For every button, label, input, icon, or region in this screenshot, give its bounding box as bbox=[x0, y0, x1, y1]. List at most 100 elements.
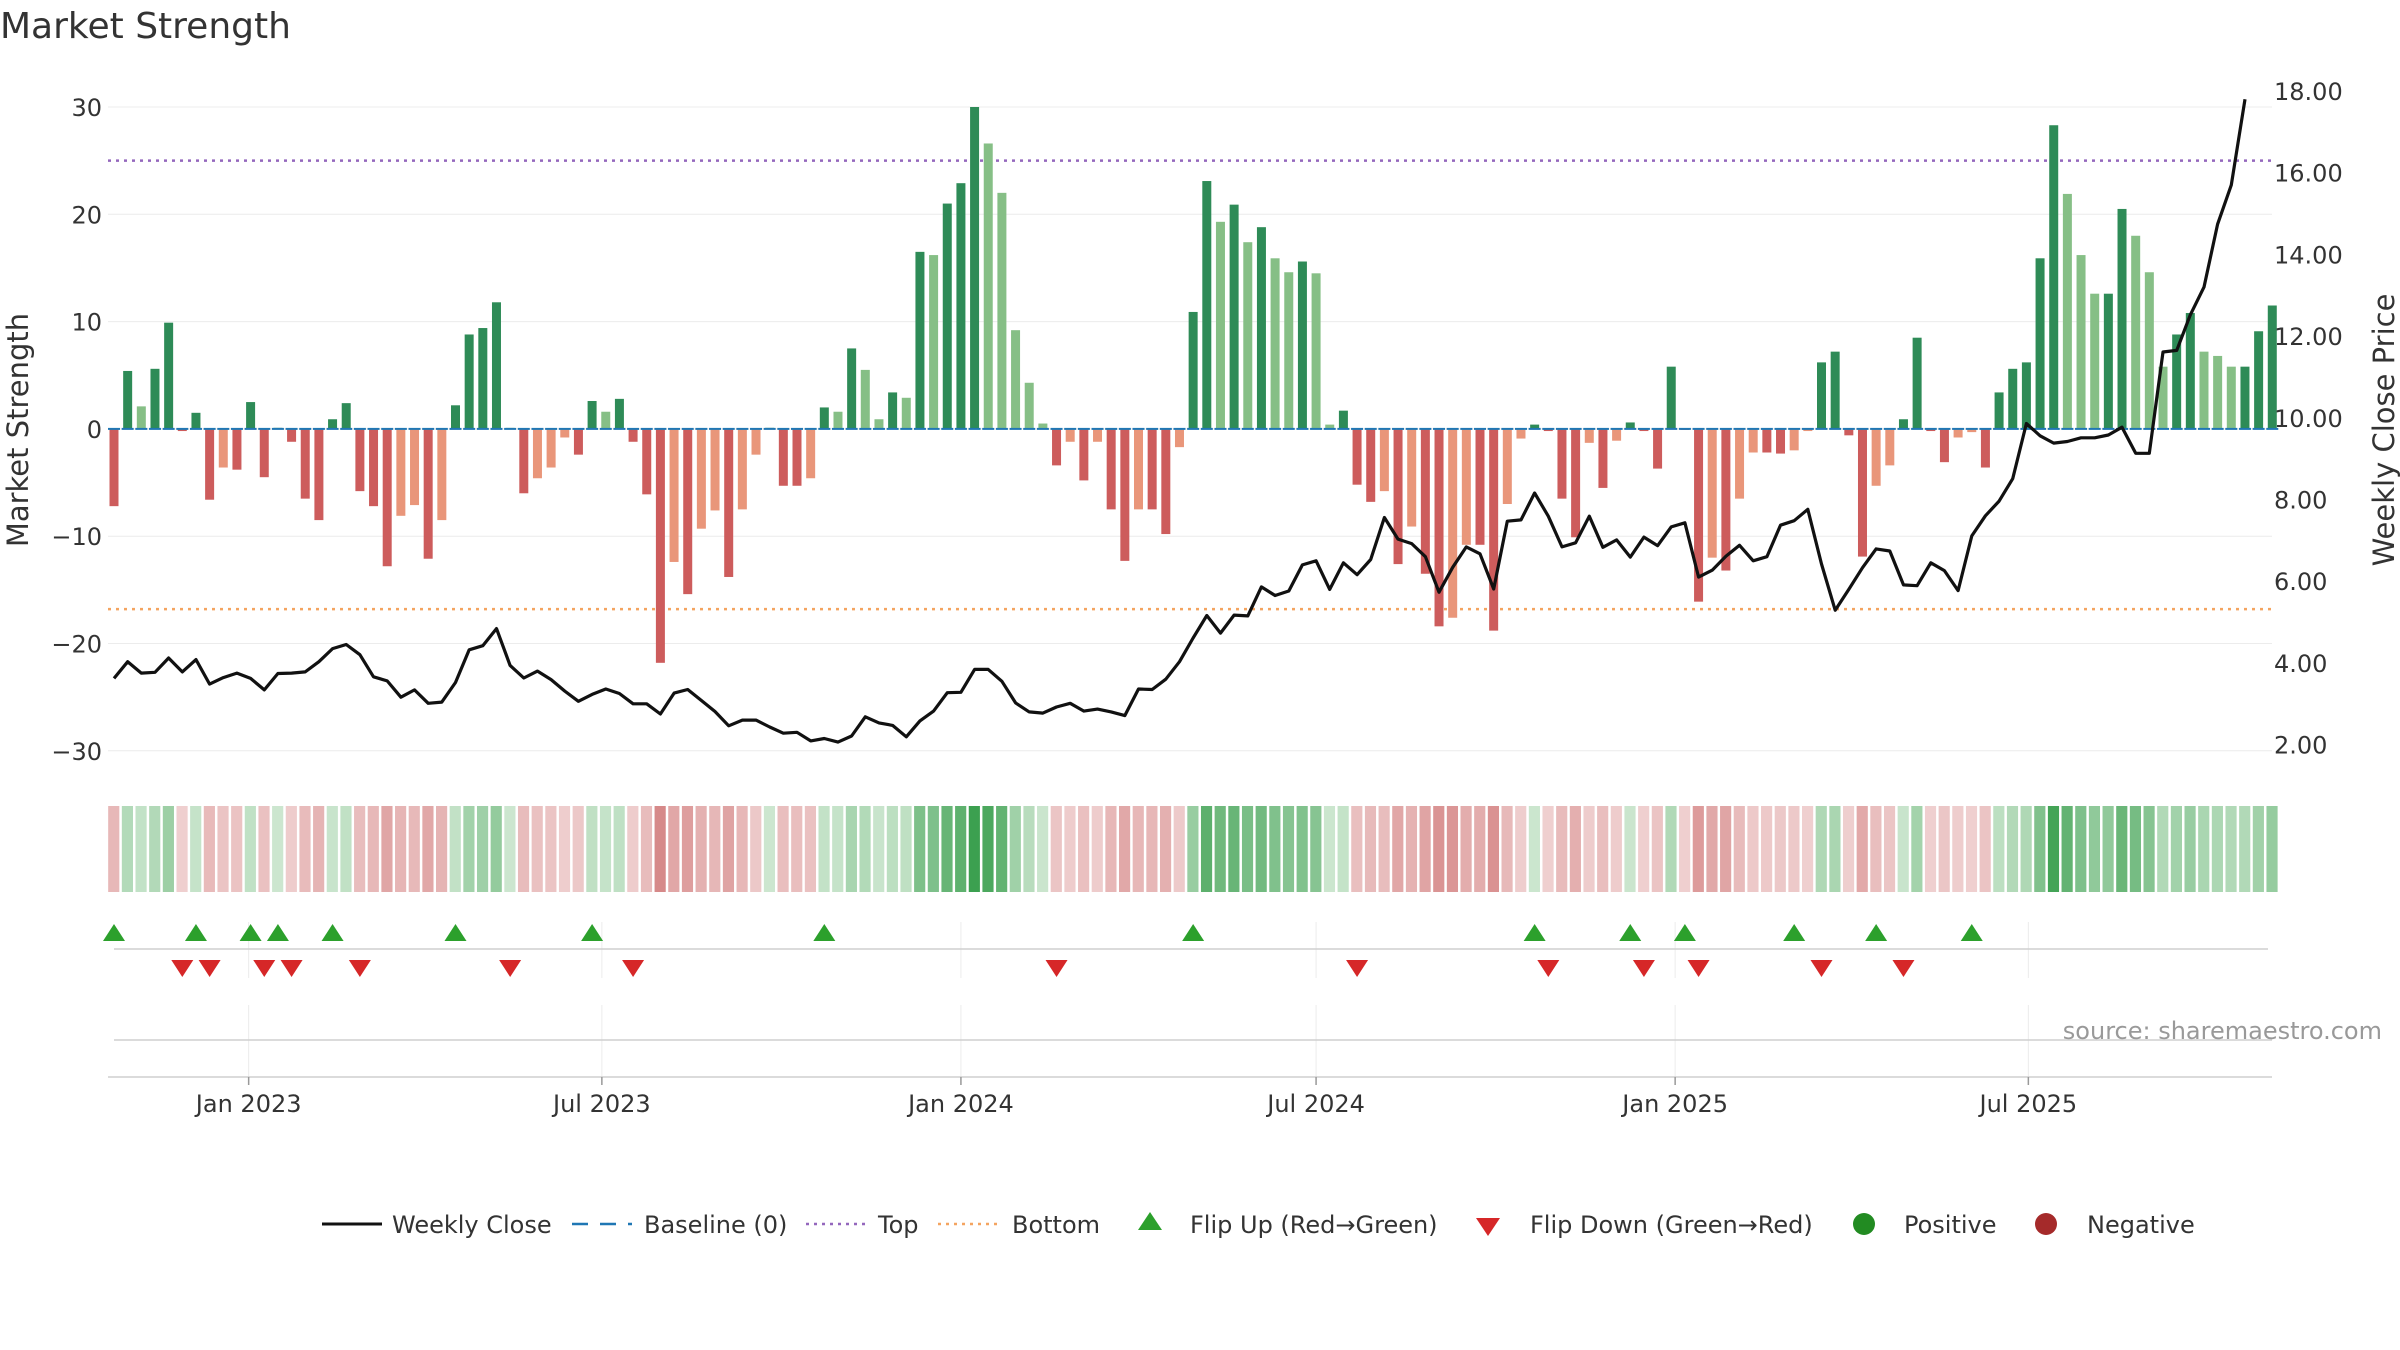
strength-bar bbox=[464, 334, 474, 429]
left-tick-label: −30 bbox=[51, 738, 102, 766]
strip-cell bbox=[1460, 806, 1472, 892]
strip-cell bbox=[1679, 806, 1691, 892]
strength-bar bbox=[1174, 428, 1184, 448]
strip-cell bbox=[1883, 806, 1896, 892]
strength-bar bbox=[1079, 428, 1089, 481]
strength-bar bbox=[1297, 261, 1307, 429]
strength-bar bbox=[1147, 428, 1157, 510]
strip-cell bbox=[340, 806, 352, 892]
strength-bar bbox=[1516, 428, 1526, 439]
strip-cell bbox=[927, 806, 939, 892]
strength-bar bbox=[1844, 428, 1854, 436]
strip-cell bbox=[121, 806, 133, 892]
strength-bar bbox=[1188, 311, 1198, 429]
strength-bar bbox=[1256, 227, 1266, 429]
strip-cell bbox=[2239, 806, 2251, 892]
weekly-close-line bbox=[112, 98, 2247, 744]
strength-bar bbox=[683, 428, 693, 595]
left-tick-label: −10 bbox=[51, 523, 102, 551]
strip-cell bbox=[900, 806, 912, 892]
strip-cell bbox=[1187, 806, 1199, 892]
strength-bar bbox=[1215, 221, 1225, 429]
strip-cell bbox=[517, 806, 530, 892]
right-tick-label: 2.00 bbox=[2274, 732, 2327, 760]
right-tick-label: 10.00 bbox=[2274, 405, 2343, 433]
strip-cell bbox=[1665, 806, 1677, 892]
strength-bar bbox=[1789, 428, 1799, 451]
strip-cell bbox=[1747, 806, 1759, 892]
strip-cell bbox=[1993, 806, 2005, 892]
strip-cell bbox=[1733, 806, 1745, 892]
strength-bar bbox=[191, 412, 201, 429]
strip-cell bbox=[1228, 806, 1240, 892]
strip-cell bbox=[1528, 806, 1540, 892]
strength-bar bbox=[929, 255, 939, 429]
strength-bar bbox=[2035, 258, 2045, 429]
strength-bar bbox=[1284, 272, 1294, 429]
strip-cell bbox=[1105, 806, 1117, 892]
strip-cell bbox=[1870, 806, 1882, 892]
strength-heat-strip bbox=[108, 806, 2278, 892]
legend-label: Flip Up (Red→Green) bbox=[1190, 1211, 1438, 1239]
strip-cell bbox=[313, 806, 325, 892]
strip-cell bbox=[1487, 806, 1499, 892]
strength-bar bbox=[341, 403, 351, 429]
strength-bar bbox=[2240, 366, 2250, 429]
strip-cell bbox=[531, 806, 543, 892]
strip-cell bbox=[1078, 806, 1090, 892]
strip-cell bbox=[326, 806, 338, 892]
flip-down-marker bbox=[198, 960, 221, 977]
strength-bar bbox=[1598, 428, 1608, 488]
strip-cell bbox=[1351, 806, 1363, 892]
strength-bar bbox=[1106, 428, 1116, 510]
strip-cell bbox=[436, 806, 448, 892]
strip-cell bbox=[2006, 806, 2019, 892]
strength-bar bbox=[491, 302, 501, 429]
strip-cell bbox=[586, 806, 598, 892]
strength-bar bbox=[1980, 428, 1990, 468]
strip-cell bbox=[108, 806, 120, 892]
strip-cell bbox=[1706, 806, 1718, 892]
strip-cell bbox=[2170, 806, 2182, 892]
strip-cell bbox=[1788, 806, 1800, 892]
strength-bar bbox=[1748, 428, 1758, 453]
strength-bar bbox=[1434, 428, 1444, 627]
strength-bar bbox=[1338, 410, 1348, 429]
strength-bar bbox=[1502, 428, 1512, 505]
strength-bar bbox=[1325, 424, 1335, 429]
legend-label: Flip Down (Green→Red) bbox=[1530, 1211, 1813, 1239]
strength-bar bbox=[778, 428, 788, 486]
strip-cell bbox=[2129, 806, 2142, 892]
strip-cell bbox=[1009, 806, 1021, 892]
strip-cell bbox=[1815, 806, 1827, 892]
strip-cell bbox=[1938, 806, 1950, 892]
left-tick-label: 0 bbox=[87, 416, 102, 444]
strip-cell bbox=[1159, 806, 1172, 892]
legend-negative-swatch bbox=[2035, 1213, 2057, 1235]
strength-bar bbox=[1393, 428, 1403, 565]
flip-down-marker bbox=[622, 960, 645, 977]
strength-bar bbox=[970, 107, 980, 429]
strip-cell bbox=[1720, 806, 1732, 892]
strip-cell bbox=[1214, 806, 1226, 892]
left-tick-label: 10 bbox=[71, 309, 102, 337]
strength-bar bbox=[2008, 368, 2018, 429]
strip-cell bbox=[1296, 806, 1308, 892]
strip-cell bbox=[859, 806, 871, 892]
x-axis-ticks: Jan 2023 Jul 2023 Jan 2024 Jul 2024 Jan 2025… bbox=[194, 1077, 2077, 1118]
strip-cell bbox=[1802, 806, 1814, 892]
strip-cell bbox=[162, 806, 174, 892]
strip-cell bbox=[804, 806, 816, 892]
flip-up-marker bbox=[321, 924, 344, 941]
strip-cell bbox=[1023, 806, 1035, 892]
legend-label: Bottom bbox=[1012, 1211, 1100, 1239]
strength-bar bbox=[2172, 334, 2182, 429]
strip-cell bbox=[941, 806, 953, 892]
strip-cell bbox=[1965, 806, 1978, 892]
strength-bar bbox=[1379, 428, 1389, 492]
strength-bar bbox=[1134, 428, 1143, 510]
strip-cell bbox=[2047, 806, 2060, 892]
strip-cell bbox=[722, 806, 735, 892]
legend-positive-swatch bbox=[1853, 1213, 1875, 1235]
strength-bar bbox=[1407, 428, 1417, 527]
